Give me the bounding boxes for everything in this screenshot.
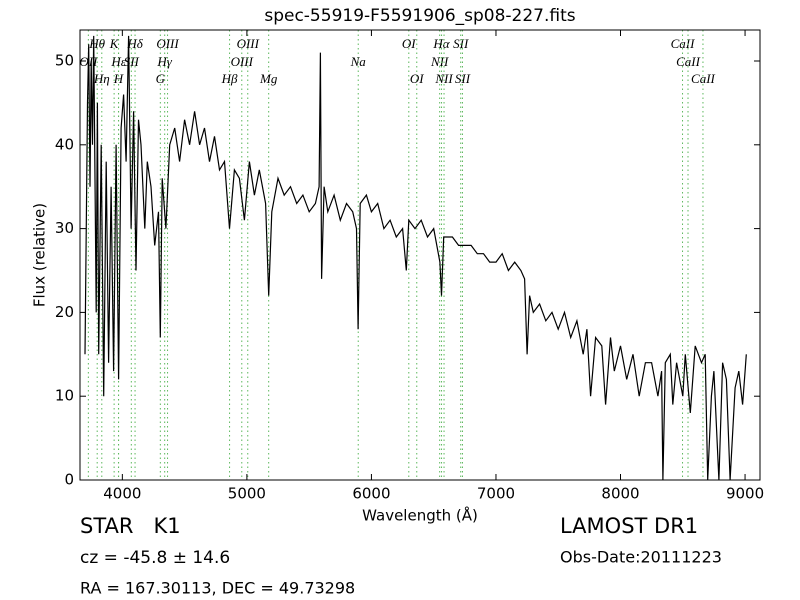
spectral-line-label: Hβ xyxy=(221,71,238,86)
spectral-line-label: Hγ xyxy=(156,54,172,69)
x-tick-label: 6000 xyxy=(352,485,390,503)
spectral-line-label: OIII xyxy=(156,36,179,51)
y-tick-label: 0 xyxy=(64,471,74,489)
redshift: cz = -45.8 ± 14.6 xyxy=(80,548,230,568)
spectral-line-label: CaII xyxy=(676,54,701,69)
spectral-line-label: K xyxy=(109,36,120,51)
coordinates: RA = 167.30113, DEC = 49.73298 xyxy=(80,579,355,598)
spectral-line-label: Mg xyxy=(259,71,278,86)
spectral-line-label: SII xyxy=(453,36,469,51)
spectral-line-label: Hδ xyxy=(126,36,143,51)
spectral-line-label: NII xyxy=(434,71,453,86)
y-tick-label: 20 xyxy=(55,303,74,321)
spectral-line-label: OI xyxy=(402,36,416,51)
survey: LAMOST DR1 xyxy=(560,514,698,538)
spectral-line-label: Hη xyxy=(93,71,110,86)
spectral-line-label: OI xyxy=(410,71,424,86)
y-tick-label: 50 xyxy=(55,52,74,70)
spectrum-line xyxy=(84,35,747,480)
spectral-line-label: CaII xyxy=(671,36,696,51)
x-axis-label: Wavelength (Å) xyxy=(362,506,478,525)
x-tick-label: 8000 xyxy=(601,485,639,503)
plot-frame xyxy=(79,29,761,481)
spectral-line-label: OIII xyxy=(231,54,254,69)
object-class: STAR K1 xyxy=(80,514,181,538)
x-tick-label: 5000 xyxy=(228,485,266,503)
spectral-line-label: H xyxy=(113,71,124,86)
chart-title: spec-55919-F5591906_sp08-227.fits xyxy=(264,6,575,26)
spectral-line-label: SII xyxy=(455,71,471,86)
y-tick-label: 30 xyxy=(55,219,74,237)
spectral-line-label: Na xyxy=(350,54,367,69)
y-axis-label: Flux (relative) xyxy=(31,203,49,307)
x-tick-label: 7000 xyxy=(477,485,515,503)
spectral-line-label: CaII xyxy=(691,71,716,86)
spectral-line-label: Hθ xyxy=(88,36,105,51)
x-tick-label: 4000 xyxy=(103,485,141,503)
spectral-line-label: Hα xyxy=(432,36,450,51)
spectral-line-label: G xyxy=(156,71,166,86)
spectral-line-label: NII xyxy=(430,54,449,69)
spectral-line-label: OIII xyxy=(237,36,260,51)
y-tick-label: 40 xyxy=(55,135,74,153)
x-tick-label: 9000 xyxy=(726,485,764,503)
spectral-line-label: Hε xyxy=(110,54,126,69)
y-tick-label: 10 xyxy=(55,387,74,405)
obs-date: Obs-Date:20111223 xyxy=(560,548,722,567)
spectral-line-label: SII xyxy=(124,54,140,69)
